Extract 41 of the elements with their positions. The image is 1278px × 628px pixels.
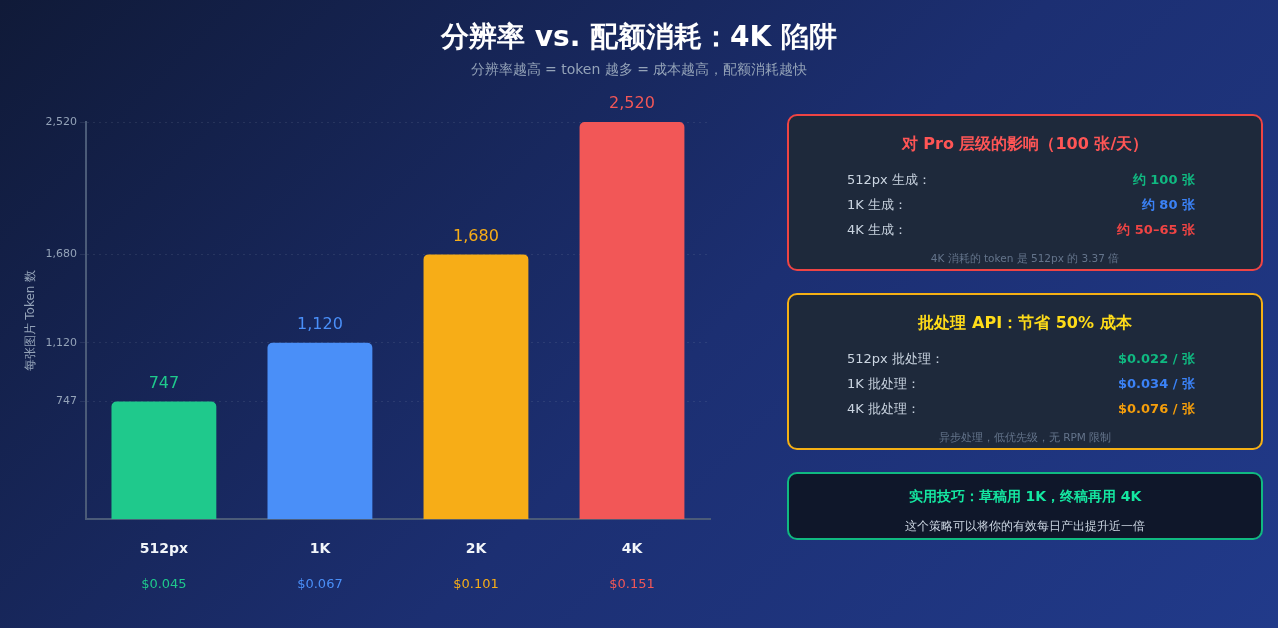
text: 512px 批处理：: [847, 350, 944, 368]
data-label: 2,520: [609, 93, 655, 113]
bar: [111, 401, 217, 520]
chart-subtitle: 分辨率越高 = token 越多 = 成本越高，配额消耗越快: [469, 61, 809, 79]
bar: [423, 254, 529, 520]
text: $0.067: [297, 575, 343, 591]
text: $0.022 / 张: [1118, 350, 1195, 368]
text: 1K 批处理：: [847, 375, 920, 393]
text: $0.034 / 张: [1118, 375, 1195, 393]
text: 512px 生成：: [847, 171, 931, 189]
text: 约 50–65 张: [1117, 221, 1195, 239]
text: $0.045: [141, 575, 187, 591]
text: $0.151: [609, 575, 655, 591]
text: 4K 消耗的 token 是 512px 的 3.37 倍: [929, 252, 1121, 266]
text: 约 80 张: [1141, 196, 1195, 214]
y-tick-label: 2,520: [45, 114, 77, 128]
x-tick-label: 4K: [621, 540, 644, 557]
data-label: 1,120: [297, 313, 343, 333]
x-tick-label: 2K: [465, 540, 488, 557]
data-label: 747: [148, 372, 180, 392]
chart-title: 分辨率 vs. 配额消耗：4K 陷阱: [440, 19, 838, 55]
bar: [579, 122, 685, 520]
text: 1K 生成：: [847, 196, 907, 214]
data-label: 1,680: [453, 225, 499, 245]
text: 4K 批处理：: [847, 400, 920, 418]
text: 这个策略可以将你的有效每日产出提升近一倍: [904, 518, 1146, 535]
x-tick-label: 1K: [309, 540, 332, 557]
y-axis-title: 每张图片 Token 数: [23, 269, 38, 372]
text: $0.101: [453, 575, 499, 591]
text: 批处理 API：节省 50% 成本: [916, 313, 1133, 334]
y-tick-label: 1,120: [45, 335, 77, 349]
y-tick-label: 1,680: [45, 247, 77, 261]
text: 约 100 张: [1132, 171, 1195, 189]
bar: [267, 342, 373, 520]
y-tick-label: 747: [55, 394, 77, 408]
text: 对 Pro 层级的影响（100 张/天）: [900, 134, 1150, 155]
x-tick-label: 512px: [139, 540, 189, 557]
text: 异步处理，低优先级，无 RPM 限制: [937, 431, 1113, 445]
text: $0.076 / 张: [1118, 400, 1195, 418]
text: 实用技巧：草稿用 1K，终稿再用 4K: [907, 488, 1143, 506]
text: 4K 生成：: [847, 221, 907, 239]
